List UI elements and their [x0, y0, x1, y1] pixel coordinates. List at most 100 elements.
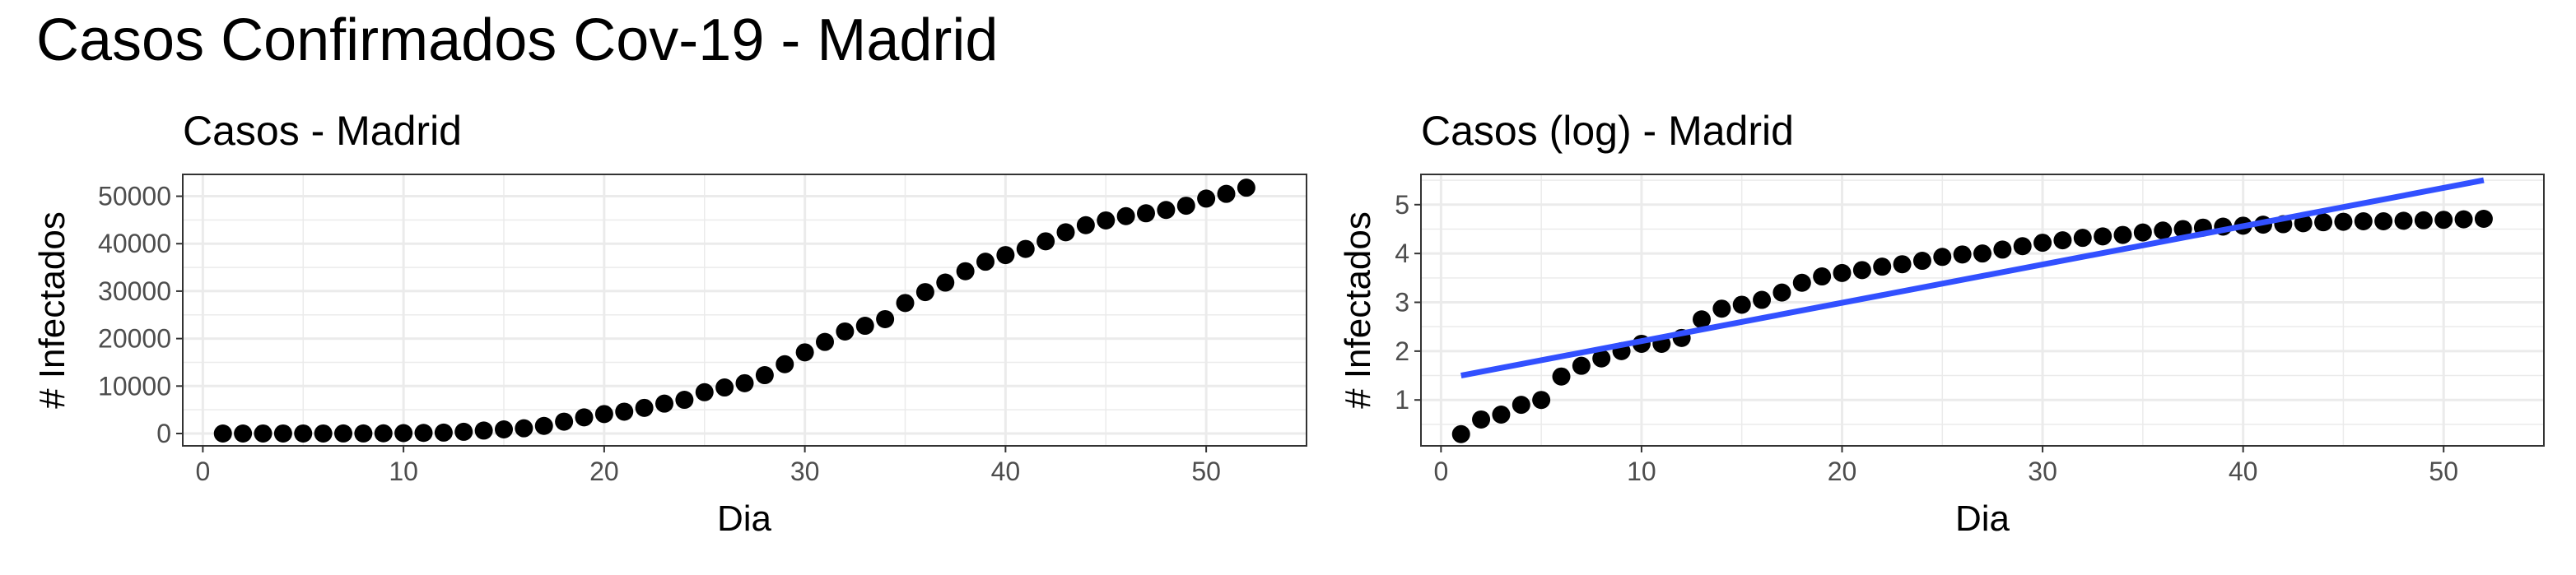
data-point [956, 262, 975, 281]
y-axis: 0 10000 20000 30000 40000 50000 [98, 182, 183, 448]
data-point [2454, 210, 2473, 229]
fit-line [1460, 177, 2485, 378]
data-point [2133, 223, 2152, 242]
data-point [896, 294, 915, 313]
data-point [915, 283, 934, 302]
data-point [1176, 197, 1195, 216]
data-point [1157, 201, 1176, 220]
data-point [1912, 252, 1931, 271]
data-point [615, 402, 634, 421]
data-point [1492, 406, 1511, 424]
data-point [2394, 211, 2413, 230]
data-point [776, 355, 794, 373]
data-point [2053, 231, 2072, 250]
data-point [2113, 225, 2132, 244]
data-point [1893, 255, 1912, 274]
data-point [394, 424, 413, 443]
x-tick-label: 10 [389, 457, 418, 486]
data-point [294, 424, 313, 443]
data-point [354, 424, 373, 443]
y-tick-label: 2 [1395, 336, 1409, 366]
x-tick-label: 40 [991, 457, 1021, 486]
y-axis: 1 2 3 4 5 [1395, 190, 1421, 415]
chart-title: Casos - Madrid [183, 108, 462, 154]
data-point [2474, 210, 2493, 229]
data-point [1056, 223, 1075, 242]
panel-border [1420, 174, 2545, 447]
data-point [334, 424, 352, 443]
y-tick-label: 3 [1395, 288, 1409, 318]
data-point [936, 273, 955, 292]
data-point [515, 419, 533, 438]
data-point [1852, 261, 1871, 280]
data-point [534, 416, 553, 435]
data-point [594, 405, 613, 424]
data-point [1592, 349, 1611, 368]
page-title: Casos Confirmados Cov-19 - Madrid [36, 7, 999, 73]
data-point [1237, 179, 1255, 197]
data-point [996, 246, 1015, 265]
x-tick-label: 20 [589, 457, 619, 486]
data-point [314, 424, 333, 443]
data-point [374, 424, 393, 443]
data-point [2154, 221, 2173, 240]
data-point [1137, 204, 1155, 223]
data-point [434, 423, 453, 442]
data-point [273, 424, 292, 443]
data-point [2013, 237, 2032, 256]
x-tick-label: 50 [2429, 457, 2458, 486]
data-point [1552, 367, 1571, 386]
y-tick-label: 30000 [98, 276, 171, 306]
data-point [1753, 290, 1772, 309]
data-point [755, 366, 774, 385]
data-point [1693, 310, 1711, 329]
data-point [474, 421, 493, 440]
data-point [555, 412, 574, 431]
data-point [234, 424, 253, 443]
data-point [1116, 206, 1135, 225]
data-point [1532, 391, 1551, 410]
data-point [2094, 227, 2113, 246]
y-tick-label: 4 [1395, 239, 1409, 268]
data-point [735, 373, 754, 392]
data-point [1732, 295, 1751, 314]
data-point [254, 424, 273, 443]
y-tick-label: 10000 [98, 371, 171, 401]
data-point [454, 422, 473, 441]
data-point [1953, 245, 1972, 264]
x-tick-label: 30 [790, 457, 820, 486]
data-point [1813, 267, 1832, 286]
y-tick-label: 1 [1395, 385, 1409, 415]
data-point [976, 253, 995, 271]
data-point [1512, 396, 1530, 415]
data-point [1933, 248, 1952, 267]
data-point [1451, 424, 1470, 443]
data-point [715, 378, 734, 397]
data-point [1197, 189, 1216, 208]
data-point [695, 383, 714, 401]
data-point [1712, 299, 1731, 318]
data-point [836, 322, 855, 341]
data-point [795, 343, 814, 362]
data-point [1973, 244, 1991, 263]
x-axis: 0 10 20 30 40 50 [195, 446, 1221, 486]
y-axis-title: # Infectados [32, 211, 72, 409]
data-point [2334, 212, 2353, 231]
fit-line-layer [1460, 177, 2485, 378]
x-tick-label: 10 [1627, 457, 1656, 486]
data-point [1016, 239, 1035, 258]
data-point [675, 391, 694, 410]
grid [1421, 174, 2544, 446]
y-tick-label: 5 [1395, 190, 1409, 220]
data-point [655, 394, 673, 413]
y-tick-label: 0 [156, 419, 171, 448]
data-point [2294, 214, 2313, 233]
grid [183, 174, 1307, 446]
data-point [2414, 211, 2433, 230]
data-point [1076, 216, 1095, 234]
data-points [213, 179, 1255, 443]
panel-border [182, 174, 1307, 447]
data-point [1572, 356, 1591, 375]
y-axis-title: # Infectados [1338, 211, 1378, 409]
